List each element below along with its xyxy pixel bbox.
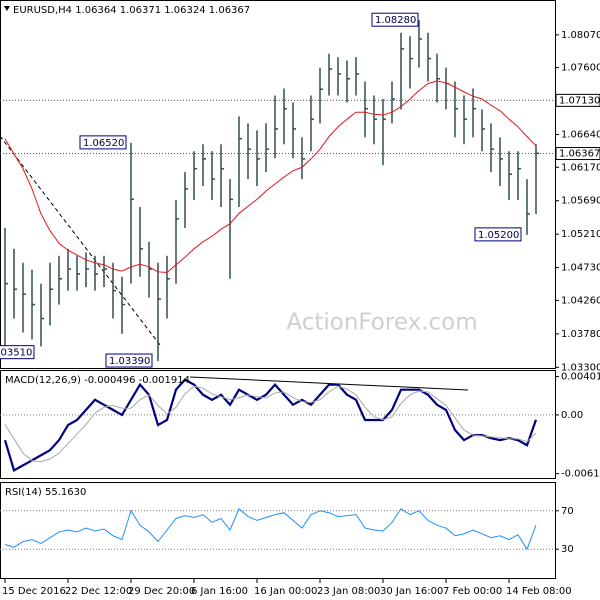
x-tick-label: 7 Feb 00:00 — [443, 586, 502, 597]
y-tick-label: 1.04260 — [561, 295, 600, 306]
price-label-box — [555, 93, 600, 107]
panel-plot — [0, 378, 555, 472]
x-tick-label: 29 Dec 20:00 — [128, 586, 195, 597]
annotation-box — [474, 227, 522, 242]
x-tick-label: 30 Jan 16:00 — [380, 586, 443, 597]
x-tick-label: 23 Jan 08:00 — [317, 586, 380, 597]
y-tick-label: 0.00 — [561, 410, 583, 421]
annotation-box — [79, 135, 127, 150]
series-line — [4, 508, 537, 551]
panel-title: MACD(12,26,9) -0.000496 -0.001914 — [5, 375, 190, 386]
x-tick-label: 14 Feb 08:00 — [506, 586, 572, 597]
macd-trend-line — [189, 376, 469, 391]
y-tick-label: 1.07600 — [561, 63, 600, 74]
moving-average — [4, 80, 537, 274]
annotation-label: 1.03390 — [109, 356, 150, 367]
y-tick-label: 30 — [561, 544, 574, 555]
annotation-box — [105, 353, 153, 368]
panel-title: EURUSD,H4 1.06364 1.06371 1.06324 1.0636… — [13, 5, 250, 16]
panel-title: RSI(14) 55.1630 — [5, 487, 86, 498]
y-tick-label: 1.08070 — [561, 30, 600, 41]
y-tick-label: 0.004011 — [561, 372, 600, 383]
series-line — [3, 378, 538, 472]
series-line — [4, 385, 537, 463]
annotation-box — [371, 12, 419, 27]
annotation-label: 1.03510 — [0, 348, 32, 359]
symbol-icon — [4, 6, 10, 11]
rsi-panel-frame — [0, 482, 556, 579]
panel-plot — [0, 508, 555, 551]
main-panel-frame — [0, 0, 556, 369]
watermark: ActionForex.com — [286, 310, 477, 336]
annotation-label: 1.08280 — [375, 15, 416, 26]
price-label: 1.06367 — [559, 149, 600, 160]
x-tick-label: 22 Dec 12:00 — [65, 586, 132, 597]
x-tick-label: 6 Jan 16:00 — [191, 586, 248, 597]
y-tick-label: 70 — [561, 506, 574, 517]
y-tick-label: -0.006143 — [561, 469, 600, 480]
y-tick-label: 1.04730 — [561, 263, 600, 274]
y-tick-label: 1.06640 — [561, 130, 600, 141]
y-tick-label: 1.03780 — [561, 329, 600, 340]
price-label: 1.07130 — [559, 95, 600, 106]
trend-line — [0, 135, 161, 346]
annotation-label: 1.05200 — [478, 230, 519, 241]
y-tick-label: 1.06170 — [561, 162, 600, 173]
macd-panel-frame — [0, 370, 556, 479]
x-tick-label: 15 Dec 2016 — [2, 586, 66, 597]
annotation-box — [0, 345, 35, 360]
y-tick-label: 1.05210 — [561, 229, 600, 240]
x-tick-label: 16 Jan 00:00 — [254, 586, 317, 597]
panel-plot: ActionForex.com — [0, 20, 555, 362]
price-label-box — [555, 147, 600, 161]
y-tick-label: 1.05690 — [561, 196, 600, 207]
annotation-label: 1.06520 — [83, 138, 124, 149]
y-tick-label: 1.03300 — [561, 362, 600, 373]
